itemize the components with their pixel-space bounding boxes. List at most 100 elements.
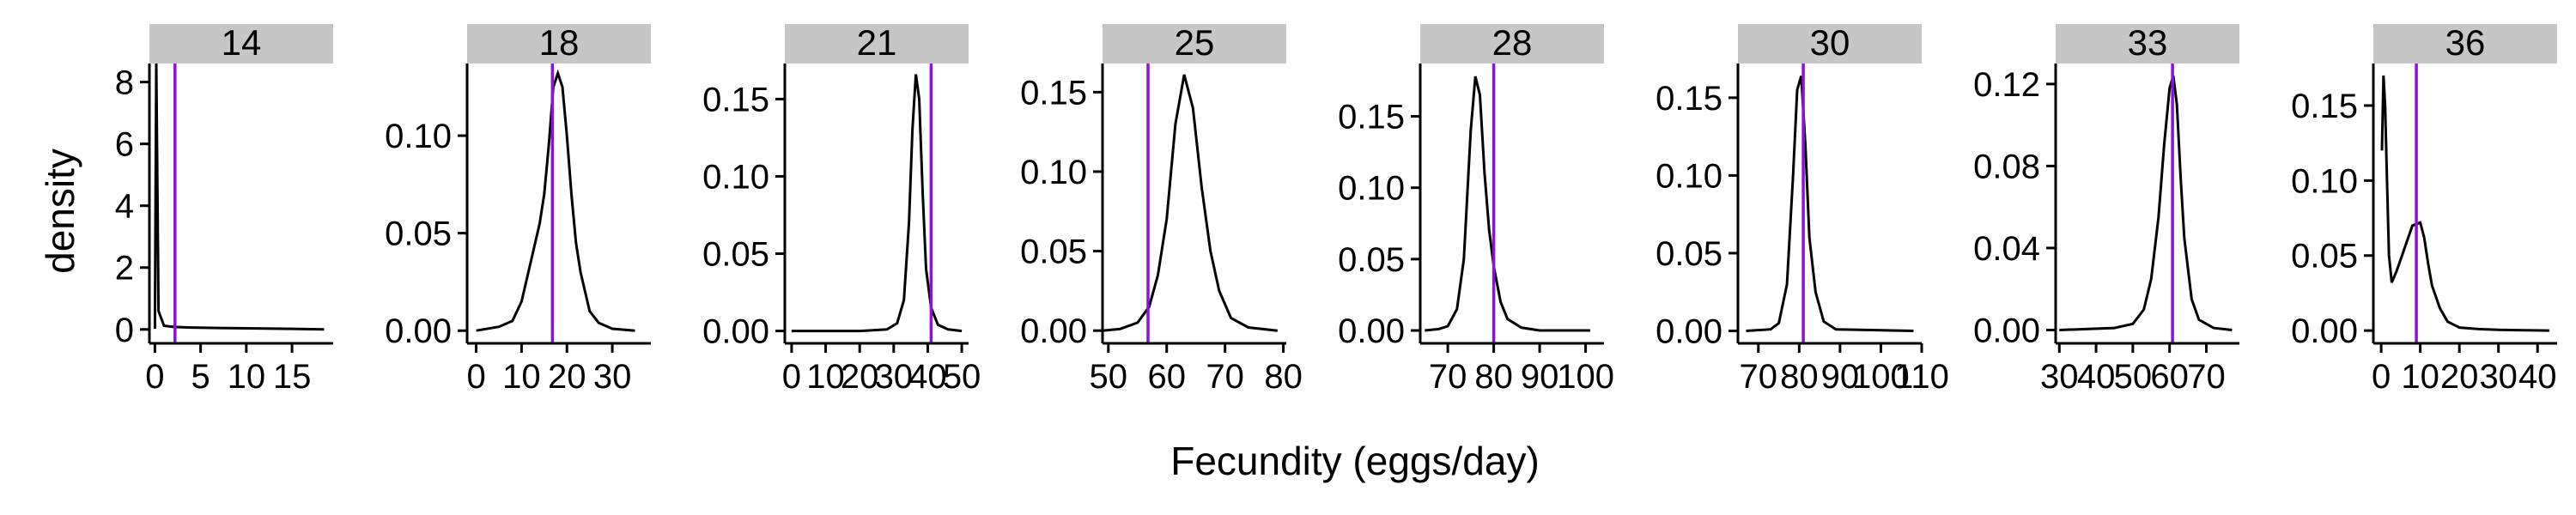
y-tick-label: 4 xyxy=(115,188,134,226)
y-tick-label: 0.08 xyxy=(1973,148,2040,185)
facet-strip xyxy=(1738,24,1922,64)
x-tick-label: 0 xyxy=(782,358,801,396)
y-tick-label: 0.00 xyxy=(702,313,769,351)
x-tick-label: 60 xyxy=(1147,358,1186,396)
x-tick-label: 70 xyxy=(1740,358,1778,396)
y-tick-label: 0.00 xyxy=(1656,313,1722,351)
y-tick-label: 0.10 xyxy=(1338,170,1405,208)
x-tick-label: 80 xyxy=(1474,358,1513,396)
x-tick-label: 70 xyxy=(2187,358,2226,396)
facet-strip-label: 18 xyxy=(539,22,580,63)
y-tick-label: 0.12 xyxy=(1973,66,2040,104)
facet-strip xyxy=(2056,24,2239,64)
x-axis-title: Fecundity (eggs/day) xyxy=(1170,439,1540,483)
x-tick-label: 90 xyxy=(1821,358,1860,396)
y-tick-label: 0.10 xyxy=(702,158,769,196)
x-tick-label: 10 xyxy=(502,358,541,396)
facet-strip xyxy=(785,24,969,64)
x-tick-label: 30 xyxy=(2040,358,2079,396)
x-tick-label: 30 xyxy=(875,358,914,396)
y-tick-label: 0.10 xyxy=(385,118,452,155)
y-tick-label: 6 xyxy=(115,126,134,164)
density-curve xyxy=(1102,74,1278,332)
y-tick-label: 0.15 xyxy=(1656,80,1722,118)
facet-strip-label: 36 xyxy=(2445,22,2486,63)
x-tick-label: 0 xyxy=(466,358,485,396)
y-tick-label: 0.10 xyxy=(1020,154,1087,191)
density-curve xyxy=(153,63,325,331)
y-tick-label: 0.00 xyxy=(385,312,452,350)
density-curve xyxy=(1425,76,1590,332)
x-tick-label: 60 xyxy=(2150,358,2189,396)
x-tick-label: 10 xyxy=(806,358,845,396)
y-tick-label: 0 xyxy=(115,312,134,349)
panel-18: 18 0.00 0.05 0.10 0 10 20 30 xyxy=(385,22,651,396)
y-tick-label: 0.00 xyxy=(2291,312,2358,350)
y-tick-label: 0.15 xyxy=(2291,88,2358,125)
y-tick-label: 0.10 xyxy=(2291,162,2358,200)
facet-strip xyxy=(467,24,651,64)
x-tick-label: 10 xyxy=(228,358,266,396)
y-tick-label: 0.04 xyxy=(1973,230,2040,268)
x-tick-label: 70 xyxy=(1206,358,1244,396)
facet-strip xyxy=(2373,24,2557,64)
density-curve xyxy=(1746,76,1914,332)
y-tick-label: 0.00 xyxy=(1973,312,2040,349)
x-tick-label: 30 xyxy=(593,358,632,396)
x-tick-label: 50 xyxy=(1090,358,1128,396)
x-tick-label: 80 xyxy=(1264,358,1303,396)
y-tick-label: 0.05 xyxy=(1656,235,1722,273)
facet-strip xyxy=(149,24,333,64)
x-tick-label: 0 xyxy=(145,358,164,396)
x-tick-label: 20 xyxy=(548,358,586,396)
x-tick-label: 40 xyxy=(908,358,947,396)
density-curve xyxy=(791,74,963,333)
x-tick-label: 50 xyxy=(943,358,981,396)
y-tick-label: 0.15 xyxy=(1020,74,1087,112)
y-tick-label: 0.00 xyxy=(1020,312,1087,350)
density-curve xyxy=(2059,75,2233,331)
x-tick-label: 0 xyxy=(2372,358,2391,396)
facet-strip-label: 25 xyxy=(1175,22,1215,63)
y-tick-label: 8 xyxy=(115,64,134,102)
y-tick-label: 0.00 xyxy=(1338,312,1405,350)
facet-strip xyxy=(1420,24,1604,64)
facet-strip-label: 33 xyxy=(2128,22,2168,63)
facet-strip-label: 28 xyxy=(1492,22,1533,63)
panel-36: 36 0.00 0.05 0.10 0.15 0 10 20 30 40 xyxy=(2291,22,2557,396)
facet-strip-label: 14 xyxy=(222,22,262,63)
y-tick-label: 0.15 xyxy=(1338,99,1405,136)
x-tick-label: 70 xyxy=(1429,358,1467,396)
x-tick-label: 30 xyxy=(2479,358,2518,396)
panel-25: 25 0.00 0.05 0.10 0.15 50 60 70 80 xyxy=(1020,22,1303,396)
density-curve xyxy=(476,69,635,332)
y-tick-label: 0.05 xyxy=(1338,241,1405,279)
x-tick-label: 15 xyxy=(273,358,312,396)
facet-strip-label: 21 xyxy=(857,22,897,63)
x-tick-label: 40 xyxy=(2518,358,2557,396)
y-tick-label: 0.05 xyxy=(2291,238,2358,276)
y-axis-title: density xyxy=(38,148,82,274)
x-tick-label: 20 xyxy=(841,358,879,396)
facet-strip xyxy=(1103,24,1286,64)
facet-strip-label: 30 xyxy=(1810,22,1850,63)
y-tick-label: 0.05 xyxy=(385,215,452,253)
x-tick-label: 90 xyxy=(1521,358,1559,396)
x-tick-label: 10 xyxy=(2401,358,2439,396)
x-tick-label: 80 xyxy=(1780,358,1819,396)
y-tick-label: 0.15 xyxy=(702,81,769,118)
y-tick-label: 0.05 xyxy=(702,236,769,274)
x-tick-label: 20 xyxy=(2440,358,2479,396)
x-tick-label: 110 xyxy=(1894,358,1949,396)
x-tick-label: 50 xyxy=(2114,358,2153,396)
y-tick-label: 0.05 xyxy=(1020,233,1087,271)
x-tick-label: 5 xyxy=(191,358,210,396)
x-tick-label: 100 xyxy=(1557,358,1614,396)
x-tick-label: 100 xyxy=(1852,358,1910,396)
